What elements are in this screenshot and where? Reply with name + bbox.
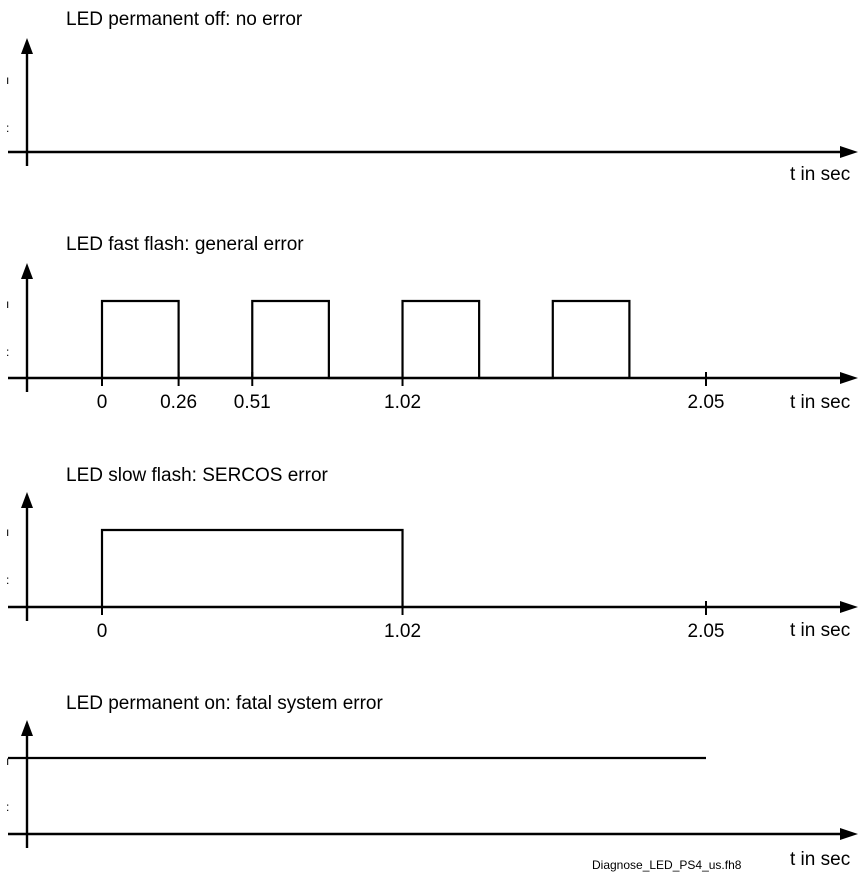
x-axis-arrowhead [840,828,858,840]
x-tick-label: 1.02 [384,392,421,413]
y-low-label: : [6,573,9,587]
y-high-label: ı [6,297,9,311]
x-axis-label: t in sec [790,392,850,413]
x-axis-arrowhead [840,601,858,613]
x-tick-label: 1.02 [384,621,421,642]
y-axis-arrowhead [21,38,33,54]
x-tick-label: 2.05 [688,621,725,642]
x-tick-label: 0 [97,621,108,642]
y-low-label: : [6,800,9,814]
signal-waveform [100,299,631,380]
panel-title: LED permanent off: no error [66,9,303,30]
panel-title: LED permanent on: fatal system error [66,693,383,714]
x-tick-label: 0 [97,392,108,413]
x-tick-label: 0.26 [160,392,197,413]
y-low-label: : [6,121,9,135]
x-tick-label: 2.05 [688,392,725,413]
panel-permanent-off: LED permanent off: no error ı : t in sec [6,9,850,185]
panel-fast-flash: LED fast flash: general error ı : t in s… [6,234,850,413]
panel-permanent-on: LED permanent on: fatal system error ı :… [6,693,850,872]
x-axis-label: t in sec [790,620,850,641]
x-axis-arrowhead [840,146,858,158]
y-axis-arrowhead [21,492,33,508]
y-axis-arrowhead [21,263,33,279]
y-high-label: ı [6,525,9,539]
y-high-label: ı [6,754,9,768]
panel-slow-flash: LED slow flash: SERCOS error ı : t in se… [6,465,850,641]
x-axis-arrowhead [840,372,858,384]
panel-title: LED slow flash: SERCOS error [66,465,329,486]
footnote: Diagnose_LED_PS4_us.fh8 [592,858,742,872]
y-high-label: ı [6,73,9,87]
diagram-drawing-layer: 0 0.26 0.51 1.02 2.05 0 1.02 2.05 [8,38,858,848]
y-axis-arrowhead [21,720,33,736]
signal-waveform [100,528,404,607]
panel-title: LED fast flash: general error [66,234,304,255]
x-axis-label: t in sec [790,164,850,185]
y-low-label: : [6,345,9,359]
x-axis-label: t in sec [790,849,850,870]
x-tick-label: 0.51 [234,392,271,413]
